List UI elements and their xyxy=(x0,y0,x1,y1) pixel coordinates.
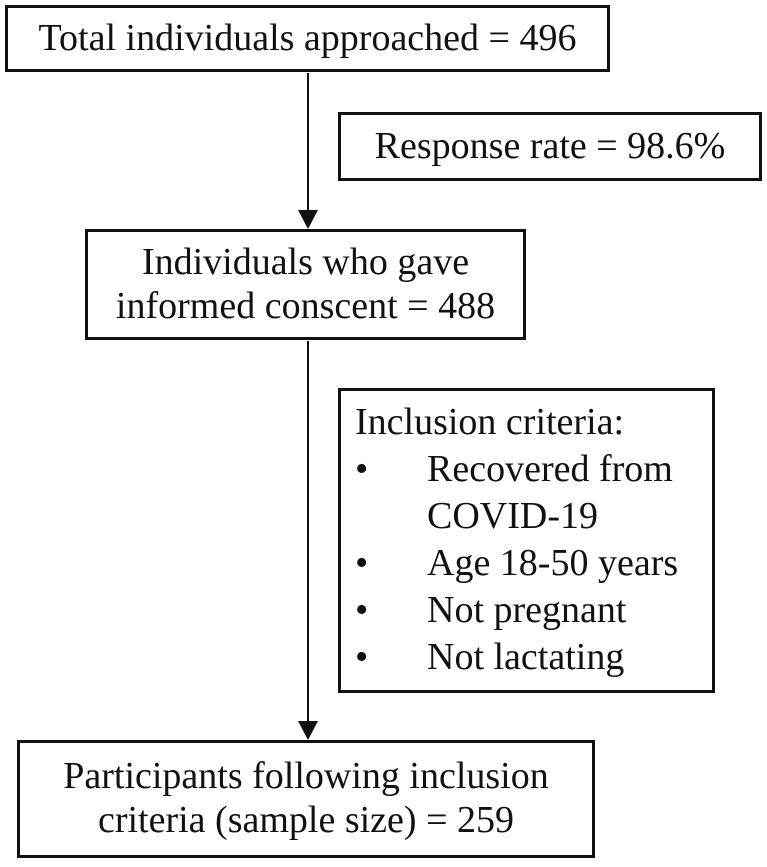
response-rate-text: Response rate = 98.6% xyxy=(374,124,726,167)
list-item: • Not lactating xyxy=(355,634,704,681)
criteria-item-text: Not lactating xyxy=(427,636,625,678)
box-inclusion-criteria: Inclusion criteria: • Recovered from COV… xyxy=(338,388,715,693)
bullet-icon: • xyxy=(355,636,369,678)
informed-consent-line2: informed conscent = 488 xyxy=(115,284,496,327)
list-item: • Age 18-50 years xyxy=(355,540,704,587)
criteria-item-text: Recovered from COVID-19 xyxy=(427,448,673,537)
informed-consent-line1: Individuals who gave xyxy=(141,240,470,283)
list-item: • Recovered from COVID-19 xyxy=(355,446,704,540)
bullet-icon: • xyxy=(355,542,369,584)
participants-line1: Participants following inclusion xyxy=(63,755,549,798)
box-total-approached: Total individuals approached = 496 xyxy=(5,5,610,72)
arrowhead-down-icon xyxy=(298,210,318,229)
inclusion-criteria-list: • Recovered from COVID-19 • Age 18-50 ye… xyxy=(355,446,704,681)
criteria-item-text: Not pregnant xyxy=(427,589,627,631)
inclusion-criteria-heading: Inclusion criteria: xyxy=(355,401,625,443)
criteria-item-text: Age 18-50 years xyxy=(427,542,679,584)
arrowhead-down-icon xyxy=(298,721,318,740)
bullet-icon: • xyxy=(355,589,369,631)
list-item: • Not pregnant xyxy=(355,587,704,634)
box-participants-sample: Participants following inclusion criteri… xyxy=(17,740,595,858)
box-informed-consent: Individuals who gave informed conscent =… xyxy=(85,229,526,340)
bullet-icon: • xyxy=(355,448,369,490)
box-response-rate: Response rate = 98.6% xyxy=(338,112,762,181)
participants-line2: criteria (sample size) = 259 xyxy=(97,799,515,841)
total-approached-text: Total individuals approached = 496 xyxy=(38,16,577,59)
